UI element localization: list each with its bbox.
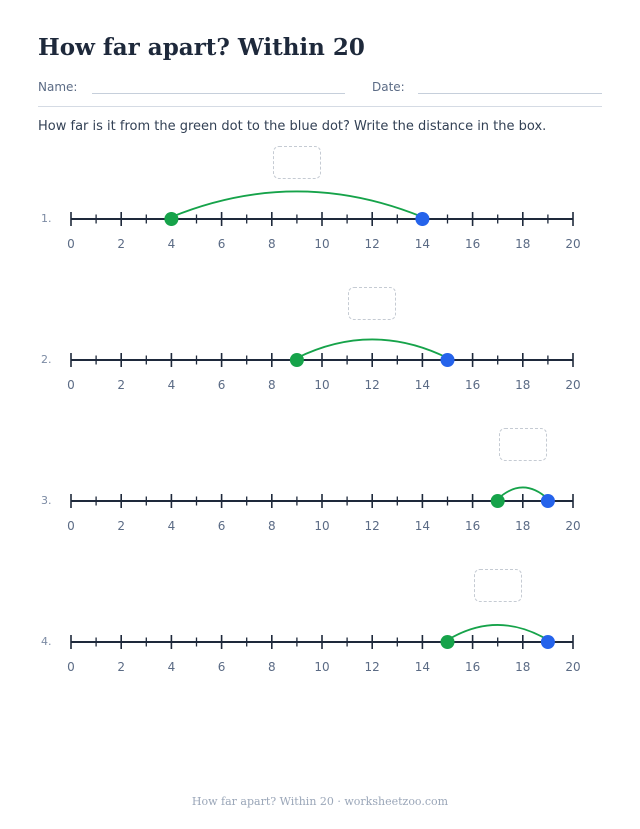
blue-dot [540, 635, 555, 649]
green-dot [440, 635, 455, 649]
number-line: 0 2 4 6 8 10 12 14 16 18 20 [67, 338, 581, 392]
number-line: 0 2 4 6 8 10 12 14 16 18 20 [67, 486, 581, 533]
tick-label: 0 [67, 378, 75, 392]
problem-number: 3. [41, 494, 52, 507]
tick-label: 4 [168, 237, 176, 251]
answer-box[interactable] [272, 146, 321, 179]
tick-label: 12 [365, 660, 380, 674]
tick-label: 2 [117, 660, 125, 674]
tick-label: 0 [67, 519, 75, 533]
green-dot [289, 353, 304, 367]
problem-number: 1. [41, 212, 52, 225]
tick-label: 6 [218, 519, 226, 533]
blue-dot [540, 494, 555, 508]
tick-label: 18 [515, 519, 530, 533]
tick-label: 10 [314, 378, 329, 392]
tick-label: 8 [268, 237, 276, 251]
problem-number: 4. [41, 635, 52, 648]
tick-label: 20 [565, 660, 580, 674]
tick-label: 6 [218, 378, 226, 392]
tick-label: 10 [314, 660, 329, 674]
tick-label: 14 [415, 237, 430, 251]
green-dot [490, 494, 505, 508]
tick-label: 4 [168, 378, 176, 392]
tick-label: 16 [465, 519, 480, 533]
problem-number: 2. [41, 353, 52, 366]
distance-arc [447, 624, 549, 641]
blue-dot [440, 353, 455, 367]
date-label: Date: [372, 80, 405, 94]
tick-label: 12 [365, 378, 380, 392]
tick-label: 0 [67, 237, 75, 251]
tick-label: 6 [218, 660, 226, 674]
problem: 1. 0 2 4 6 8 10 12 14 16 18 20 [0, 144, 640, 274]
tick-label: 10 [314, 237, 329, 251]
problem: 4. 0 2 4 6 8 10 12 14 16 18 20 [0, 567, 640, 697]
tick-label: 6 [218, 237, 226, 251]
footer: How far apart? Within 20 · worksheetzoo.… [191, 795, 449, 808]
name-field[interactable] [92, 93, 345, 94]
name-label: Name: [38, 80, 78, 94]
tick-label: 8 [268, 378, 276, 392]
distance-arc [296, 338, 448, 359]
tick-label: 0 [67, 660, 75, 674]
tick-label: 2 [117, 237, 125, 251]
tick-label: 16 [465, 378, 480, 392]
instructions: How far is it from the green dot to the … [38, 119, 547, 134]
tick-label: 14 [415, 378, 430, 392]
tick-label: 4 [168, 519, 176, 533]
tick-label: 2 [117, 519, 125, 533]
green-dot [164, 212, 179, 226]
answer-box[interactable] [498, 428, 547, 461]
tick-label: 16 [465, 660, 480, 674]
header-divider [38, 106, 602, 107]
tick-label: 8 [268, 519, 276, 533]
tick-label: 10 [314, 519, 329, 533]
tick-label: 14 [415, 660, 430, 674]
tick-label: 18 [515, 237, 530, 251]
number-line: 0 2 4 6 8 10 12 14 16 18 20 [67, 624, 581, 674]
page-title: How far apart? Within 20 [38, 34, 365, 61]
tick-label: 12 [365, 519, 380, 533]
tick-label: 20 [565, 237, 580, 251]
tick-label: 20 [565, 519, 580, 533]
problem: 2. 0 2 4 6 8 10 12 14 16 18 20 [0, 285, 640, 415]
blue-dot [415, 212, 430, 226]
tick-label: 4 [168, 660, 176, 674]
answer-box[interactable] [473, 569, 522, 602]
tick-label: 20 [565, 378, 580, 392]
tick-label: 2 [117, 378, 125, 392]
tick-label: 16 [465, 237, 480, 251]
tick-label: 18 [515, 660, 530, 674]
tick-label: 18 [515, 378, 530, 392]
tick-label: 14 [415, 519, 430, 533]
problem: 3. 0 2 4 6 8 10 12 14 16 18 20 [0, 426, 640, 556]
tick-label: 8 [268, 660, 276, 674]
number-line: 0 2 4 6 8 10 12 14 16 18 20 [67, 190, 581, 251]
date-field[interactable] [418, 93, 602, 94]
tick-label: 12 [365, 237, 380, 251]
distance-arc [171, 190, 423, 218]
answer-box[interactable] [348, 287, 397, 320]
